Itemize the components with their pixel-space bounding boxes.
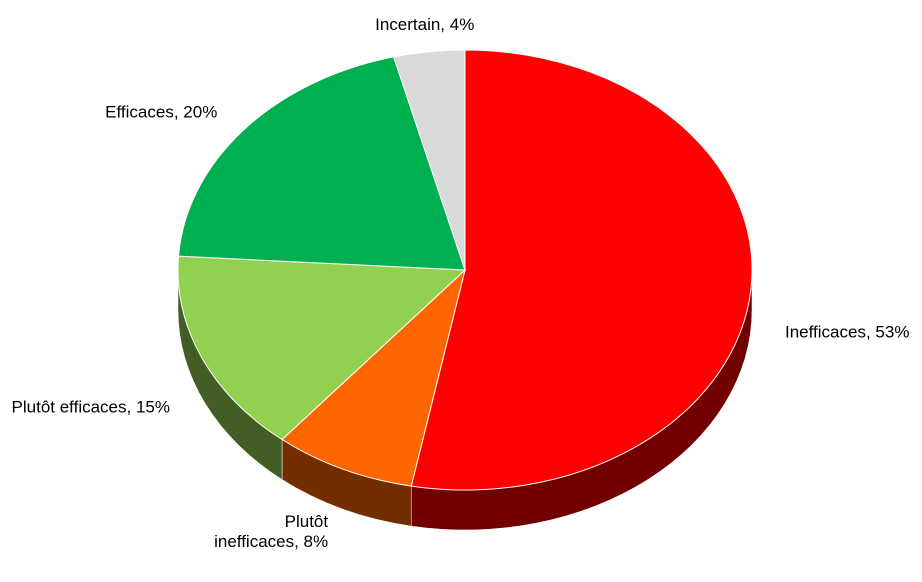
data-label: Plutôt efficaces, 15% [12, 397, 170, 416]
data-label: Incertain, 4% [375, 15, 474, 34]
data-label: Inefficaces, 53% [785, 323, 909, 342]
slice [281, 268, 466, 487]
slice [392, 49, 466, 271]
slice [178, 56, 466, 271]
data-label-line: inefficaces, 8% [214, 532, 328, 551]
slice [177, 255, 467, 441]
data-label: Plutôt inefficaces, 8% [214, 512, 328, 551]
slice [410, 49, 753, 491]
data-label-line: Plutôt [285, 512, 329, 531]
data-label: Efficaces, 20% [105, 102, 217, 121]
